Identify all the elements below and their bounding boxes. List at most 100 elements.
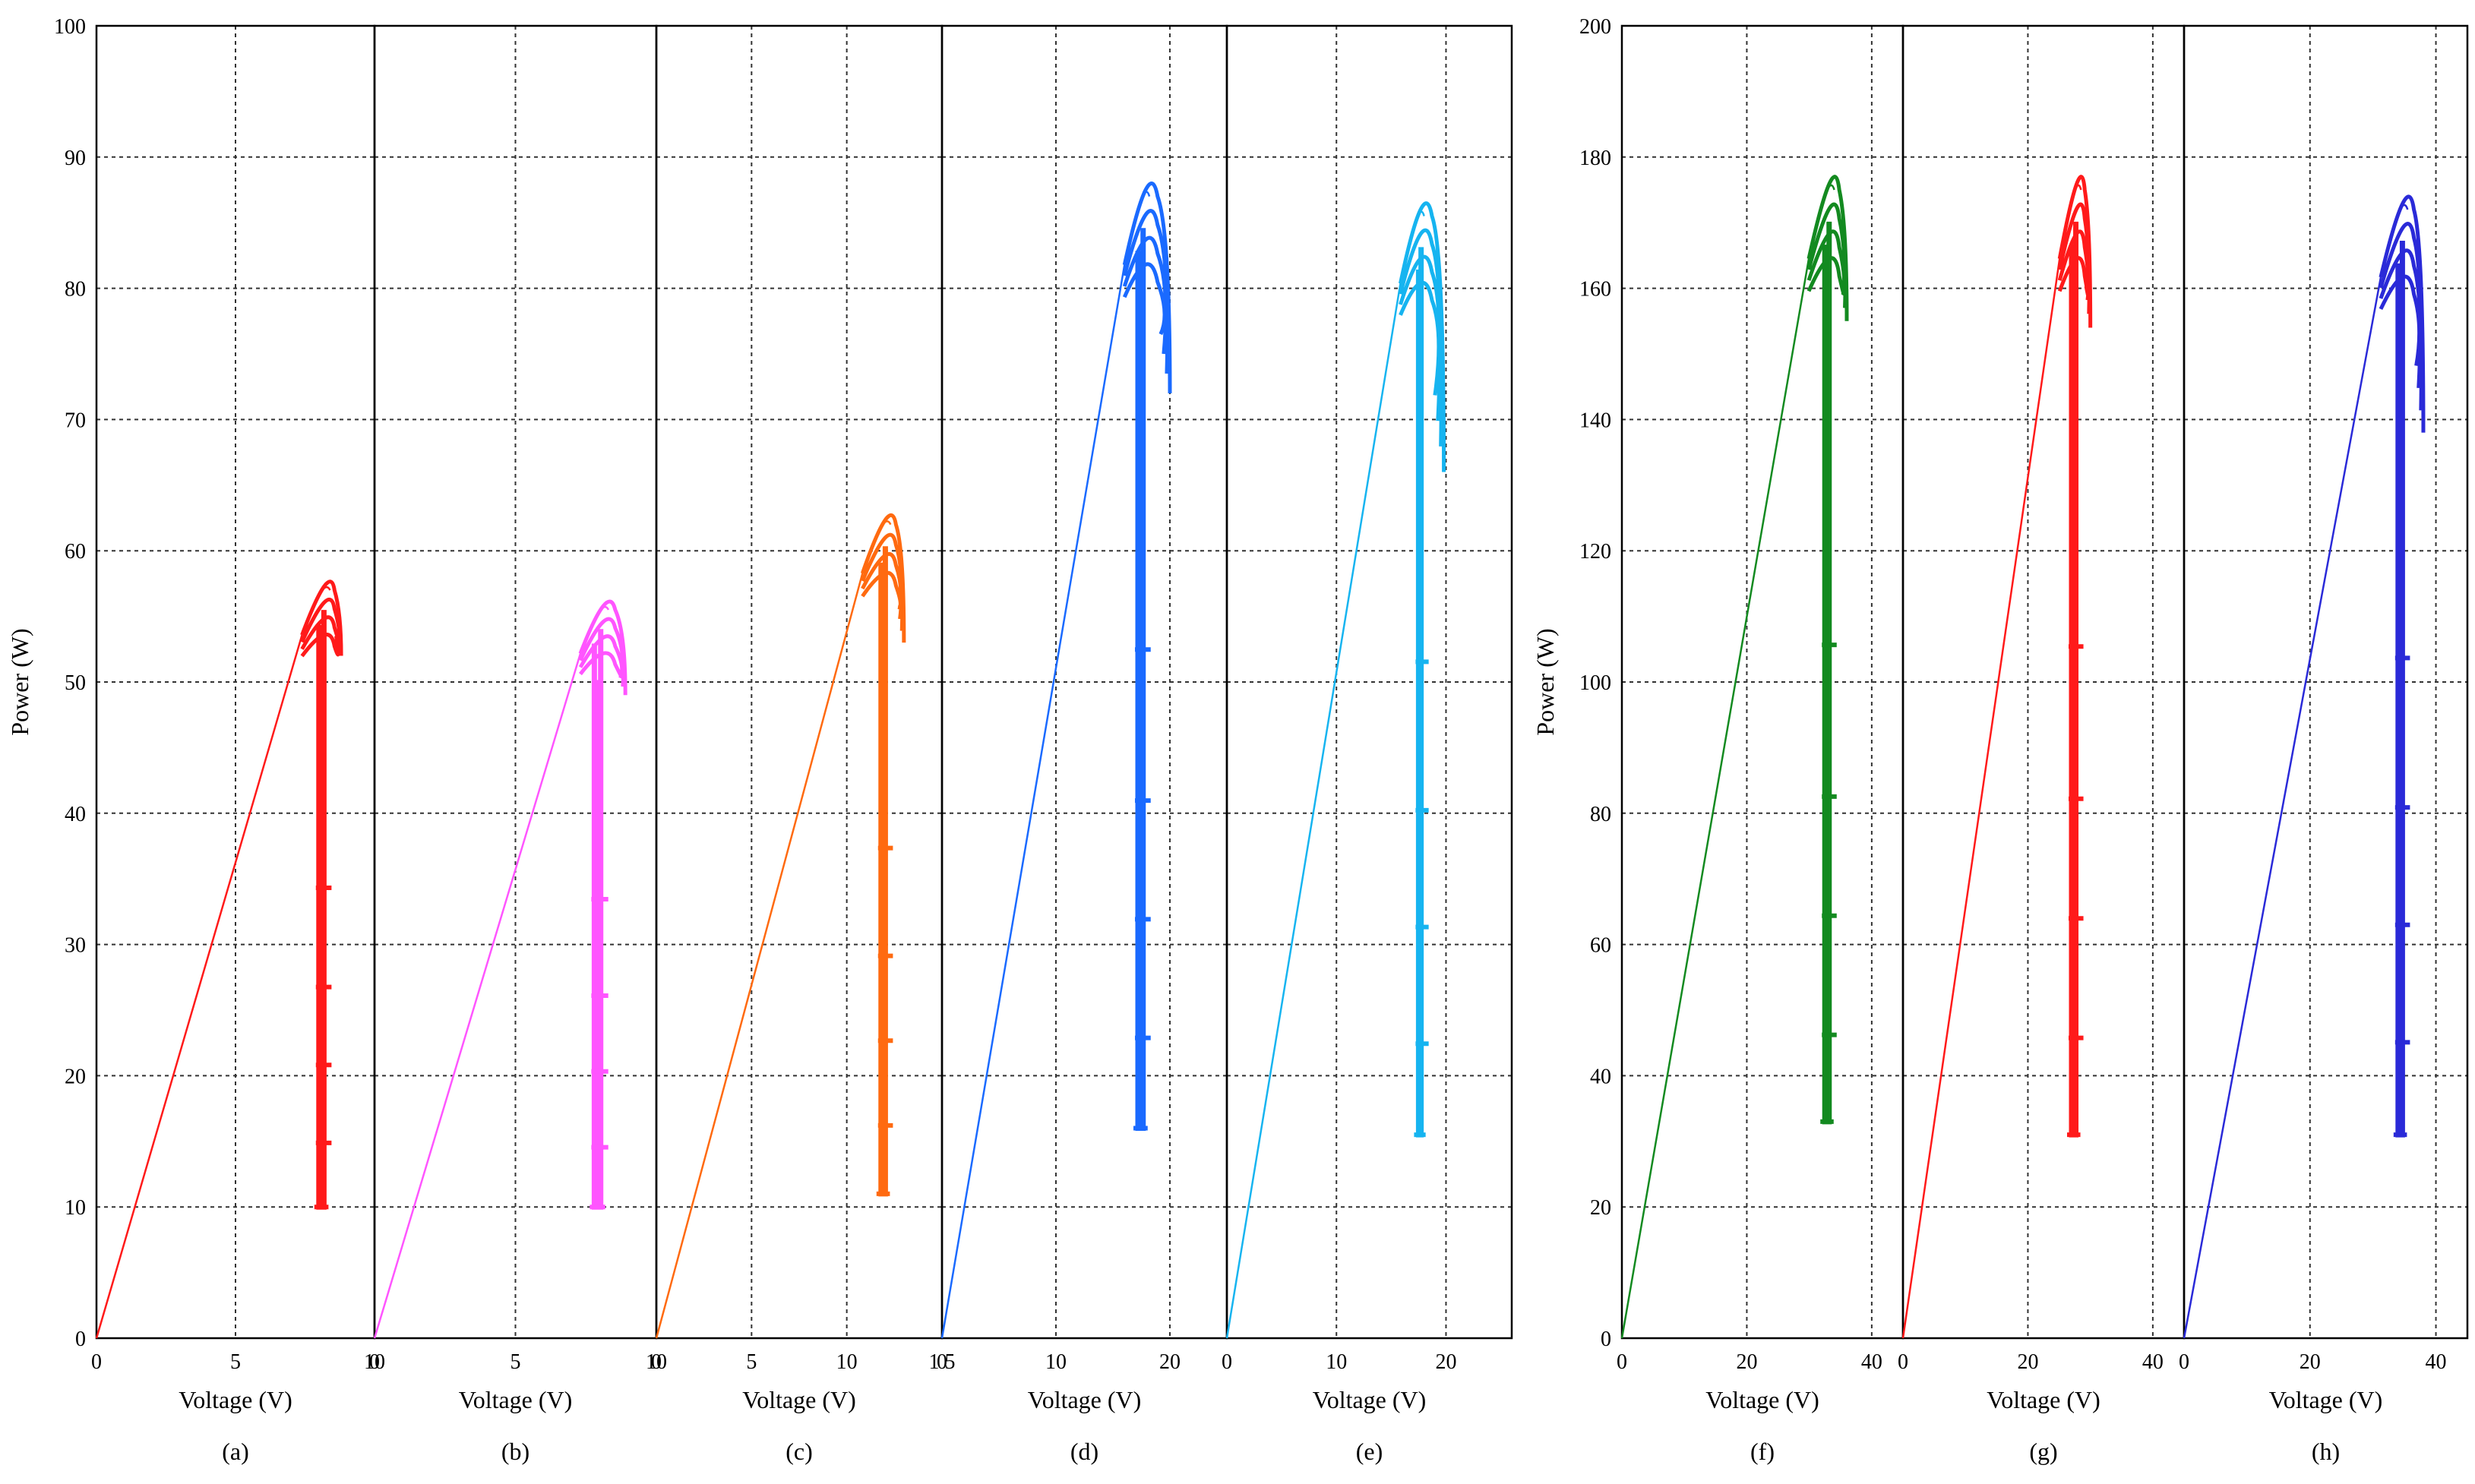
ytick-label-a-2: 20: [65, 1065, 86, 1088]
xtick-label-h-0: 0: [2179, 1350, 2189, 1374]
ytick-label-a-8: 80: [65, 278, 86, 302]
mpp-loop-f: [1806, 175, 1849, 321]
oscillation-band-c: [878, 546, 888, 1197]
oscillation-band-h: [2395, 241, 2405, 1138]
panel-label-f: (f): [1750, 1438, 1775, 1465]
oscillation-band-f: [1822, 221, 1832, 1125]
pv-curve-c: [655, 520, 892, 1339]
ytick-label-f-8: 160: [1579, 278, 1611, 302]
ytick-label-a-10: 100: [54, 15, 86, 39]
plot-frame-e: [1225, 24, 1513, 1340]
ytick-label-f-5: 100: [1579, 671, 1611, 695]
mpp-loop-g: [2057, 175, 2093, 328]
ytick-label-a-6: 60: [65, 540, 86, 564]
xtick-label-f-0: 0: [1617, 1350, 1627, 1374]
pv-curve-d: [940, 191, 1151, 1339]
x-axis-label-b: Voltage (V): [459, 1386, 573, 1413]
oscillation-band-g: [2069, 221, 2079, 1138]
pv-curve-h: [2183, 204, 2409, 1339]
xtick-label-g-0: 0: [1898, 1350, 1908, 1374]
panel-e: 0 10 20 Voltage (V) (e): [1222, 24, 1513, 1465]
plot-frame-h: [2183, 24, 2469, 1340]
xtick-label-d-1: 10: [1045, 1350, 1067, 1374]
panel-label-c: (c): [785, 1438, 813, 1465]
xtick-label-c-0: 0: [651, 1350, 662, 1374]
oscillation-band-e: [1415, 247, 1424, 1138]
xtick-label-e-2: 20: [1435, 1350, 1456, 1374]
mpp-loop-e: [1399, 201, 1446, 472]
x-axis-label-a: Voltage (V): [179, 1386, 292, 1413]
pv-curve-a: [95, 586, 331, 1339]
xtick-label-b-1: 5: [510, 1350, 521, 1374]
xtick-label-f-2: 40: [1861, 1350, 1882, 1374]
x-axis-label-c: Voltage (V): [742, 1386, 856, 1413]
ytick-label-f-6: 120: [1579, 540, 1611, 564]
pv-curve-b: [373, 605, 610, 1339]
xtick-label-f-1: 20: [1736, 1350, 1757, 1374]
x-axis-label-g: Voltage (V): [1987, 1386, 2100, 1413]
xtick-label-a-0: 0: [91, 1350, 102, 1374]
ytick-label-f-0: 0: [1601, 1328, 1611, 1351]
x-axis-label-d: Voltage (V): [1028, 1386, 1142, 1413]
panel-f: 0 20 40 0 20 40 60 80 100 120 140 160 180 200 Power (W…: [1531, 15, 1904, 1465]
oscillation-band-d: [1135, 228, 1146, 1132]
mpp-loop-c: [860, 513, 906, 643]
oscillation-band-b: [591, 629, 604, 1210]
pv-curve-e: [1225, 210, 1425, 1339]
panel-c: 0 5 10 1 5 Voltage (V) (c): [651, 24, 956, 1465]
xtick-label-e-1: 10: [1326, 1350, 1347, 1374]
y-axis-label-a: Power (W): [6, 628, 33, 735]
ytick-label-a-1: 10: [65, 1196, 86, 1220]
ytick-label-f-7: 140: [1579, 409, 1611, 432]
ytick-label-f-4: 80: [1590, 803, 1611, 826]
ytick-label-f-1: 20: [1590, 1196, 1611, 1220]
xtick-label-e-0: 0: [1222, 1350, 1232, 1374]
panel-label-d: (d): [1070, 1438, 1098, 1465]
plot-frame-c: [655, 24, 944, 1340]
xtick-label-h-1: 20: [2300, 1350, 2321, 1374]
xtick-label-a-1: 5: [230, 1350, 241, 1374]
ytick-label-f-3: 60: [1590, 934, 1611, 958]
xtick-label-d-0: 0: [937, 1350, 947, 1374]
xtick-label-g-2: 40: [2142, 1350, 2164, 1374]
ytick-label-a-7: 70: [65, 409, 86, 432]
xtick-label-c-2: 10: [836, 1350, 858, 1374]
pv-curve-f: [1620, 184, 1835, 1339]
xtick-label-a-2: 10: [364, 1350, 385, 1374]
ytick-label-f-2: 40: [1590, 1065, 1611, 1088]
panel-label-a: (a): [222, 1438, 249, 1465]
mpp-loop-h: [2379, 194, 2426, 433]
x-axis-label-e: Voltage (V): [1313, 1386, 1427, 1413]
xtick-label-g-1: 20: [2017, 1350, 2038, 1374]
panel-d: 0 10 20 Voltage (V) (d): [937, 24, 1228, 1465]
plot-frame-d: [940, 24, 1228, 1340]
panel-label-h: (h): [2312, 1438, 2340, 1465]
ytick-label-a-0: 0: [75, 1328, 86, 1351]
ytick-label-f-10: 200: [1579, 15, 1611, 39]
panel-label-e: (e): [1356, 1438, 1383, 1465]
y-axis-label-f: Power (W): [1531, 628, 1559, 735]
panel-b: 0 5 10 Voltage (V) (b): [369, 24, 667, 1465]
xtick-label-c-1: 5: [746, 1350, 757, 1374]
ytick-label-a-9: 90: [65, 147, 86, 170]
xtick-label-b-2: 10: [646, 1350, 667, 1374]
xtick-label-c-3: 1 5: [929, 1350, 956, 1374]
ytick-label-a-4: 40: [65, 803, 86, 826]
mpp-loop-b: [578, 599, 627, 696]
x-axis-label-f: Voltage (V): [1705, 1386, 1819, 1413]
panel-g: 0 20 40 Voltage (V) (g): [1898, 24, 2186, 1465]
xtick-label-b-0: 0: [369, 1350, 380, 1374]
mpp-loop-a: [300, 579, 343, 658]
ytick-label-a-5: 50: [65, 671, 86, 695]
panel-label-g: (g): [2029, 1438, 2057, 1465]
x-axis-label-h: Voltage (V): [2269, 1386, 2383, 1413]
xtick-label-d-2: 20: [1159, 1350, 1181, 1374]
panel-label-b: (b): [501, 1438, 529, 1465]
oscillation-band-a: [316, 610, 327, 1210]
xtick-label-h-2: 40: [2426, 1350, 2447, 1374]
mpp-loop-d: [1122, 181, 1172, 393]
ytick-label-f-9: 180: [1579, 147, 1611, 170]
panel-h: 0 20 40 Voltage (V) (h): [2179, 24, 2469, 1465]
